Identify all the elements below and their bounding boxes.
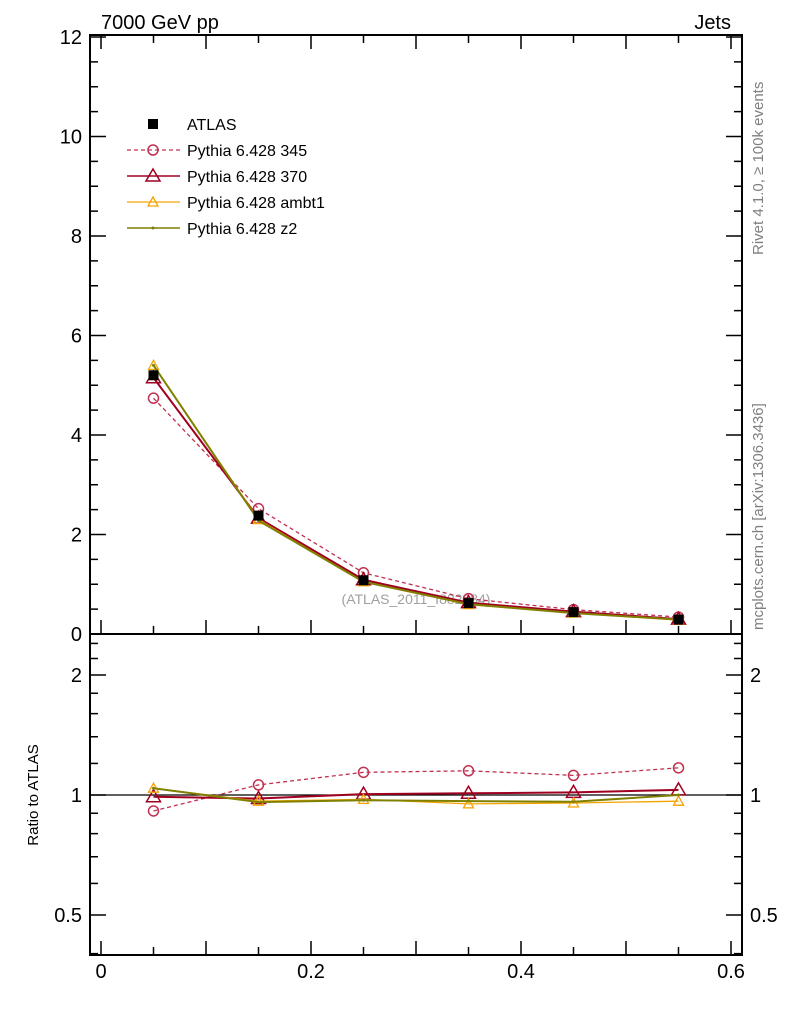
ratio-series-line — [153, 787, 679, 804]
ratio-y-tick-label-right: 1 — [750, 785, 761, 807]
x-tick-label: 0.2 — [297, 961, 325, 983]
ratio-point — [567, 769, 580, 782]
x-tick-label: 0.4 — [507, 961, 535, 983]
legend-marker — [147, 144, 159, 156]
ratio-point — [357, 766, 370, 779]
y-tick-label: 8 — [71, 226, 82, 248]
legend-label: Pythia 6.428 z2 — [187, 221, 297, 238]
rivet-label: Rivet 4.1.0, ≥ 100k events — [750, 82, 767, 255]
ratio-point — [672, 794, 685, 806]
ratio-point — [572, 800, 575, 804]
ratio-point — [252, 794, 265, 806]
legend-marker — [148, 119, 158, 129]
series-line — [152, 364, 679, 621]
ratio-point — [462, 797, 475, 809]
data-point — [463, 598, 474, 609]
series-line — [152, 377, 679, 621]
y-tick-label: 12 — [60, 27, 82, 49]
y-tick-label: 0 — [71, 624, 82, 646]
ratio-point — [677, 793, 680, 797]
ratio-point — [362, 798, 365, 802]
ratio-point — [252, 779, 265, 791]
ratio-point — [467, 799, 470, 803]
ratio-point — [145, 788, 162, 803]
ratio-y-tick-label-right: 0.5 — [750, 905, 778, 927]
ratio-y-tick-label: 1 — [71, 785, 82, 807]
y-tick-label: 4 — [71, 425, 82, 447]
ratio-point — [672, 762, 685, 774]
y-tick-label: 10 — [60, 127, 82, 149]
ratio-y-tick-label: 0.5 — [54, 905, 82, 927]
legend-marker — [144, 167, 162, 182]
legend-label: Pythia 6.428 ambt1 — [187, 195, 325, 212]
data-point — [358, 575, 369, 586]
legend-label: Pythia 6.428 370 — [187, 169, 307, 186]
legend-label: Pythia 6.428 345 — [187, 143, 307, 160]
x-tick-label: 0.6 — [717, 961, 745, 983]
data-point — [253, 510, 264, 521]
header-energy: 7000 GeV pp — [101, 12, 219, 34]
legend-label: ATLAS — [187, 117, 237, 134]
series-line — [152, 364, 679, 621]
x-tick-label: 0 — [95, 961, 106, 983]
legend: ATLAS Pythia 6.428 345 Pythia 6.428 370 Pyt… — [127, 117, 325, 238]
header-process: Jets — [694, 12, 731, 34]
data-point — [147, 392, 160, 404]
ratio-series-line — [153, 767, 679, 812]
data-point — [673, 614, 684, 625]
ratio-y-tick-label: 2 — [71, 665, 82, 687]
y-tick-label: 6 — [71, 326, 82, 348]
data-point — [147, 359, 160, 370]
series-line — [153, 397, 679, 618]
ratio-point — [357, 793, 370, 805]
mcplots-label: mcplots.cern.ch [arXiv:1306.3436] — [750, 403, 767, 630]
ratio-y-tick-label-right: 2 — [750, 665, 761, 687]
ratio-series-line — [153, 788, 679, 800]
data-point — [148, 370, 159, 381]
ratio-point — [147, 805, 160, 817]
y-tick-label: 2 — [71, 525, 82, 547]
data-point — [152, 363, 155, 367]
legend-marker — [146, 195, 160, 207]
ratio-point — [462, 765, 475, 777]
data-point — [568, 607, 579, 618]
ratio-point — [670, 781, 687, 796]
legend-marker — [151, 226, 155, 230]
ratio-point — [257, 800, 260, 804]
ratio-ylabel: Ratio to ATLAS — [25, 744, 42, 845]
ratio-point — [152, 786, 155, 790]
